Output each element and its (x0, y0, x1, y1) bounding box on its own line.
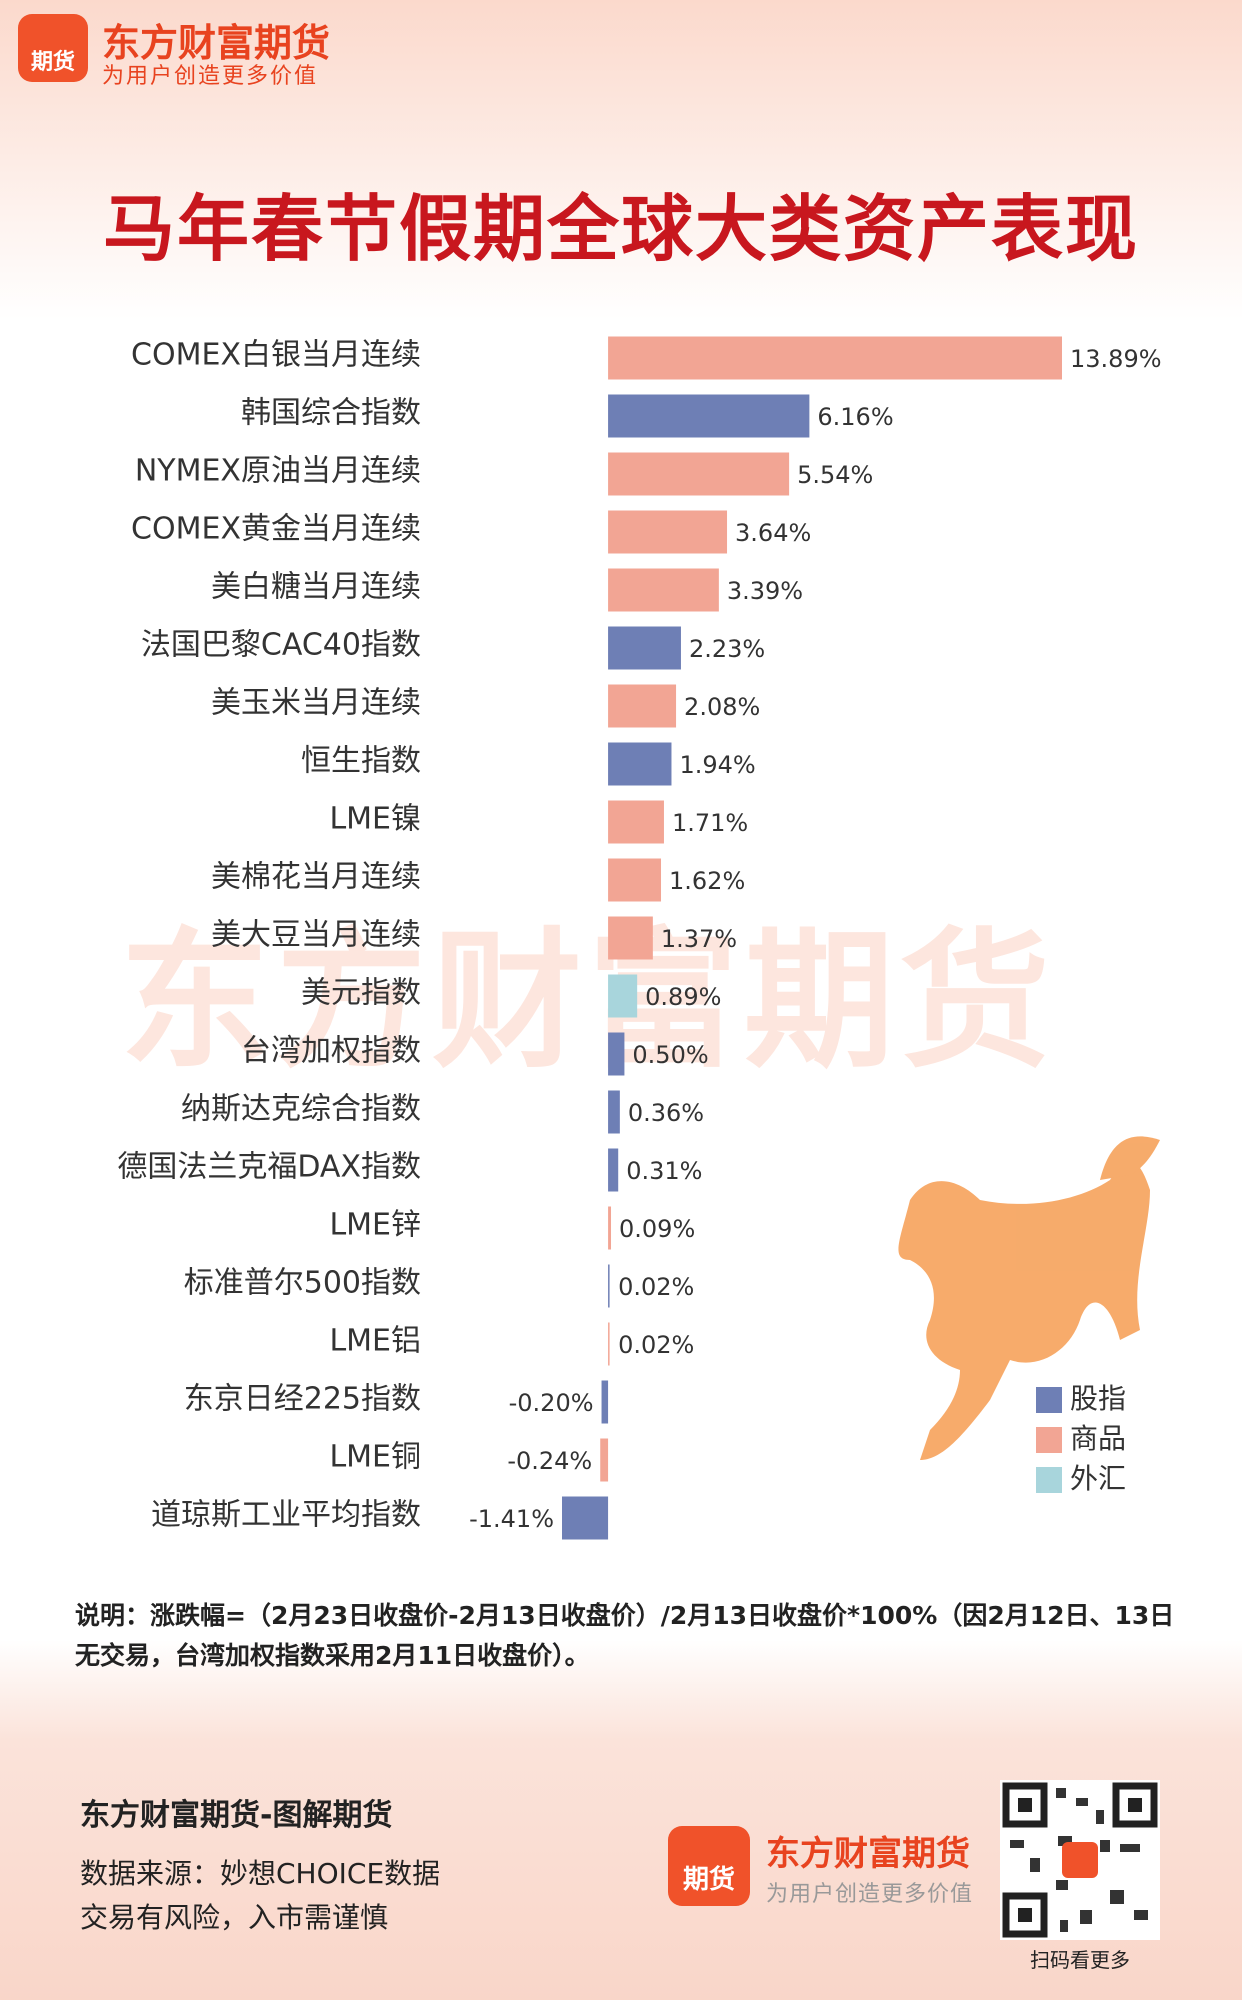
qr-code (1000, 1780, 1160, 1940)
category-label: 纳斯达克综合指数 (181, 1092, 421, 1127)
category-label: LME锌 (329, 1208, 421, 1243)
bar (608, 1322, 610, 1366)
value-label: 13.89% (1070, 345, 1162, 373)
note: 说明：涨跌幅=（2月23日收盘价-2月13日收盘价）/2月13日收盘价*100%… (75, 1601, 1175, 1670)
category-label: 美元指数 (301, 976, 421, 1011)
value-label: -0.20% (509, 1389, 594, 1417)
bar (608, 974, 638, 1018)
bar (608, 800, 664, 844)
value-label: 1.62% (669, 867, 745, 895)
value-label: 0.50% (632, 1041, 708, 1069)
value-label: 1.37% (661, 925, 737, 953)
category-label: LME镍 (329, 802, 421, 837)
value-label: 0.31% (626, 1157, 702, 1185)
value-label: 3.39% (727, 577, 803, 605)
title: 马年春节假期全球大类资产表现 (102, 187, 1139, 271)
value-label: 5.54% (797, 461, 873, 489)
bar (608, 1264, 610, 1308)
bar (608, 1148, 619, 1192)
bar (608, 568, 719, 612)
value-label: 0.02% (618, 1273, 694, 1301)
category-label: 台湾加权指数 (241, 1034, 421, 1069)
value-label: 0.89% (645, 983, 721, 1011)
category-label: 美大豆当月连续 (211, 918, 421, 953)
legend-swatch (1036, 1427, 1062, 1453)
brand: 东方财富期货 (102, 21, 331, 65)
value-label: 2.08% (684, 693, 760, 721)
category-label: COMEX黄金当月连续 (131, 512, 421, 547)
value-label: 0.09% (619, 1215, 695, 1243)
bar (608, 858, 662, 902)
bar (608, 742, 672, 786)
horse-decoration (898, 1136, 1160, 1460)
category-label: 美白糖当月连续 (211, 570, 421, 605)
category-label: 标准普尔500指数 (184, 1266, 421, 1301)
logo: 期货 (18, 14, 88, 82)
chart: COMEX白银当月连续 13.89% 韩国综合指数 6.16% NYMEX原油当月连续 5… (117, 336, 1162, 1540)
footer-brand: 东方财富期货 (766, 1834, 970, 1874)
footer-logo: 期货 (668, 1826, 750, 1906)
legend-swatch (1036, 1387, 1062, 1413)
footer-source: 数据来源：妙想CHOICE数据 (80, 1857, 441, 1890)
bar (608, 1206, 612, 1250)
bar (608, 1032, 625, 1076)
slogan: 为用户创造更多价值 (102, 64, 319, 89)
bar (562, 1496, 609, 1540)
bar (608, 626, 681, 670)
value-label: -0.24% (507, 1447, 592, 1475)
footer-risk: 交易有风险，入市需谨慎 (80, 1901, 389, 1934)
category-label: COMEX白银当月连续 (131, 338, 421, 373)
bar (608, 394, 810, 438)
bar (608, 336, 1062, 380)
value-label: 0.02% (618, 1331, 694, 1359)
value-label: 6.16% (817, 403, 893, 431)
category-label: 美棉花当月连续 (211, 860, 421, 895)
legend-label: 商品 (1070, 1422, 1126, 1455)
category-label: LME铝 (329, 1324, 421, 1359)
legend-swatch (1036, 1467, 1062, 1493)
bar (608, 510, 728, 554)
category-label: 道琼斯工业平均指数 (151, 1498, 421, 1533)
bar (608, 1090, 620, 1134)
bar (600, 1438, 609, 1482)
value-label: 2.23% (689, 635, 765, 663)
value-label: 1.94% (679, 751, 755, 779)
value-label: -1.41% (469, 1505, 554, 1533)
category-label: 法国巴黎CAC40指数 (141, 628, 421, 663)
category-label: NYMEX原油当月连续 (135, 454, 421, 489)
bar (601, 1380, 609, 1424)
category-label: 德国法兰克福DAX指数 (117, 1150, 421, 1185)
category-label: LME铜 (329, 1440, 421, 1475)
bar (608, 684, 677, 728)
watermark: 东方财富期货 (120, 915, 1057, 1089)
value-label: 1.71% (672, 809, 748, 837)
category-label: 东京日经225指数 (184, 1382, 421, 1417)
value-label: 0.36% (628, 1099, 704, 1127)
footer-title: 东方财富期货-图解期货 (80, 1798, 393, 1833)
legend-label: 股指 (1070, 1382, 1126, 1415)
category-label: 恒生指数 (301, 744, 421, 779)
category-label: 美玉米当月连续 (211, 686, 421, 721)
qr-caption: 扫码看更多 (1030, 1948, 1130, 1972)
legend-label: 外汇 (1070, 1462, 1126, 1495)
bar (608, 916, 653, 960)
footer-slogan: 为用户创造更多价值 (766, 1882, 974, 1907)
category-label: 韩国综合指数 (241, 396, 421, 431)
value-label: 3.64% (735, 519, 811, 547)
bar (608, 452, 790, 496)
